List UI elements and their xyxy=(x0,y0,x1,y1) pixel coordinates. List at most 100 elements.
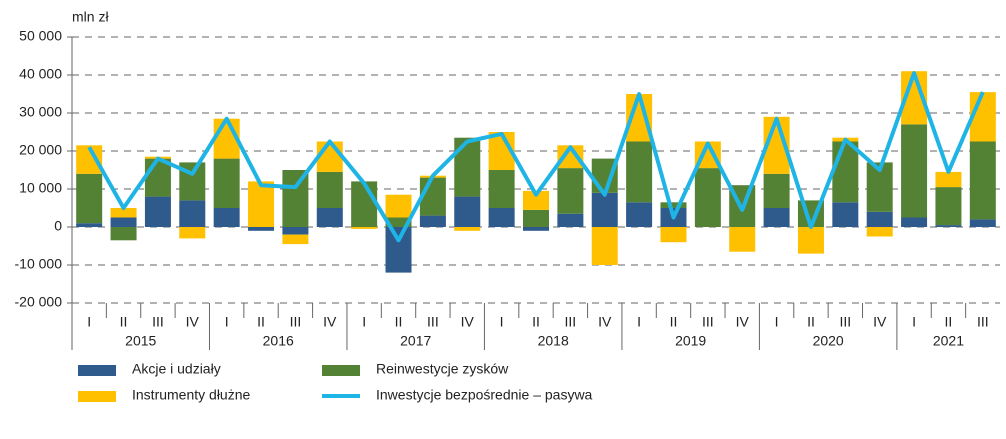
y-tick-label: 50 000 xyxy=(19,28,62,44)
y-tick-label: 10 000 xyxy=(19,180,62,196)
x-tick-label: IV xyxy=(323,314,337,330)
bar xyxy=(179,200,206,227)
bar xyxy=(866,227,893,237)
bar xyxy=(557,213,584,227)
y-tick-label: -20 000 xyxy=(15,294,63,310)
bar xyxy=(901,217,928,227)
x-tick-label: III xyxy=(427,314,439,330)
bar xyxy=(935,171,962,188)
x-year-label: 2015 xyxy=(125,333,156,349)
bar xyxy=(282,170,309,227)
bar xyxy=(76,223,103,227)
bar xyxy=(385,217,412,227)
x-tick-label: II xyxy=(670,314,678,330)
bar xyxy=(591,192,618,227)
x-tick-label: III xyxy=(290,314,302,330)
x-tick-label: I xyxy=(225,314,229,330)
bar xyxy=(763,173,790,208)
x-tick-label: I xyxy=(87,314,91,330)
x-tick-label: I xyxy=(637,314,641,330)
x-tick-label: IV xyxy=(186,314,200,330)
bar xyxy=(763,208,790,227)
bar xyxy=(454,137,481,197)
x-tick-label: III xyxy=(152,314,164,330)
bar xyxy=(832,141,859,203)
bar xyxy=(488,170,515,208)
bar xyxy=(454,227,481,231)
bar xyxy=(969,141,996,220)
legend-swatch xyxy=(322,365,360,376)
bar xyxy=(901,124,928,218)
bar xyxy=(213,208,240,227)
bar xyxy=(591,227,618,265)
bar xyxy=(110,227,137,241)
legend-label: Instrumenty dłużne xyxy=(132,387,250,403)
bar xyxy=(282,234,309,245)
bar xyxy=(626,202,653,227)
x-tick-label: II xyxy=(120,314,128,330)
bar xyxy=(557,145,584,169)
bar xyxy=(419,177,446,216)
bar xyxy=(660,227,687,243)
x-year-label: 2019 xyxy=(675,333,706,349)
x-tick-label: III xyxy=(977,314,989,330)
y-tick-label: 30 000 xyxy=(19,104,62,120)
bar xyxy=(213,158,240,208)
bar xyxy=(557,168,584,214)
bar xyxy=(385,227,412,273)
bar xyxy=(351,181,378,227)
x-year-label: 2017 xyxy=(400,333,431,349)
x-tick-label: III xyxy=(702,314,714,330)
bar xyxy=(316,141,343,172)
y-tick-label: 20 000 xyxy=(19,142,62,158)
bar xyxy=(76,173,103,224)
bar xyxy=(797,227,824,254)
x-tick-label: II xyxy=(257,314,265,330)
bar xyxy=(523,209,549,227)
x-year-label: 2020 xyxy=(813,333,844,349)
bar xyxy=(144,158,171,197)
x-tick-label: I xyxy=(775,314,779,330)
bar xyxy=(488,208,515,227)
bar xyxy=(110,217,137,227)
legend-label: Akcje i udziały xyxy=(132,361,221,377)
x-tick-label: II xyxy=(807,314,815,330)
legend-swatch xyxy=(78,365,116,376)
x-tick-label: I xyxy=(500,314,504,330)
x-tick-label: II xyxy=(945,314,953,330)
x-tick-label: I xyxy=(362,314,366,330)
x-year-label: 2018 xyxy=(538,333,569,349)
bar xyxy=(660,202,687,208)
bar xyxy=(729,227,756,252)
bar xyxy=(110,208,137,218)
bar xyxy=(454,196,481,227)
bar xyxy=(626,141,653,203)
y-tick-label: -10 000 xyxy=(15,256,63,272)
legend-label: Reinwestycje zysków xyxy=(376,361,509,377)
bar xyxy=(316,171,343,208)
x-year-label: 2021 xyxy=(933,333,964,349)
x-year-label: 2016 xyxy=(263,333,294,349)
bar xyxy=(969,219,996,227)
x-tick-label: I xyxy=(912,314,916,330)
x-tick-label: III xyxy=(565,314,577,330)
bar xyxy=(694,168,721,227)
y-tick-label: 40 000 xyxy=(19,66,62,82)
bar xyxy=(248,227,275,231)
bar xyxy=(282,227,309,235)
bar xyxy=(419,215,446,227)
x-tick-label: IV xyxy=(461,314,475,330)
bar xyxy=(935,187,962,226)
legend-swatch xyxy=(78,391,116,402)
bar xyxy=(385,194,412,218)
x-tick-label: IV xyxy=(598,314,612,330)
bar xyxy=(351,227,378,229)
line-series xyxy=(87,71,985,243)
bar xyxy=(935,225,962,227)
bar xyxy=(179,227,206,239)
x-tick-label: II xyxy=(395,314,403,330)
bar xyxy=(523,190,549,210)
bar xyxy=(316,208,343,227)
bar xyxy=(248,181,275,227)
